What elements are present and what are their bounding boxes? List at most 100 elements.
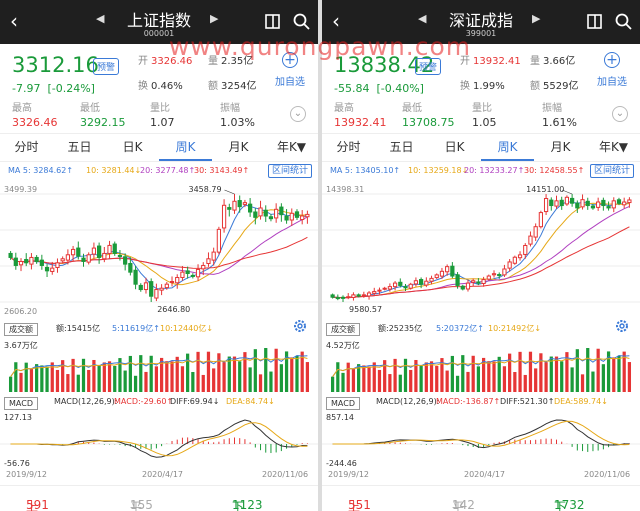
tab-five-day[interactable]: 五日 xyxy=(389,140,414,154)
candle xyxy=(18,260,24,266)
tab-yearly-k[interactable]: 年K▼ xyxy=(598,140,629,154)
volume-bar xyxy=(201,374,205,392)
candle xyxy=(330,294,335,298)
add-watchlist-button[interactable]: + 加自选 xyxy=(275,52,305,88)
next-index-icon[interactable]: ▶ xyxy=(210,12,219,25)
settings-gear-icon[interactable] xyxy=(292,318,308,334)
candle xyxy=(248,203,253,213)
tab-yearly-k[interactable]: 年K▼ xyxy=(276,140,307,154)
tab-intraday[interactable]: 分时 xyxy=(14,140,39,154)
volume-chart[interactable]: 4.52万亿 xyxy=(322,336,640,394)
header-bar: ‹ ◀ 上证指数 ▶ 000001 xyxy=(0,0,318,44)
volume-indicator-select[interactable]: 成交额 xyxy=(4,323,38,336)
volume-bar xyxy=(87,369,91,392)
volume: 量 2.35亿 xyxy=(208,56,254,67)
volume-bar xyxy=(123,370,127,392)
tab-monthly-k[interactable]: 月K xyxy=(228,140,249,154)
search-icon[interactable] xyxy=(614,12,632,30)
volume-bar xyxy=(133,375,138,392)
prev-index-icon[interactable]: ◀ xyxy=(418,12,427,25)
alert-button[interactable]: 预警 xyxy=(415,58,442,75)
search-icon[interactable] xyxy=(292,12,310,30)
volume-bar xyxy=(279,364,283,392)
diff-line xyxy=(332,419,630,449)
volume-bar xyxy=(71,358,75,392)
candle xyxy=(253,211,258,218)
candle xyxy=(227,207,232,210)
volume-bar xyxy=(466,371,470,392)
macd-indicator-select[interactable]: MACD xyxy=(4,397,38,410)
tab-daily-k[interactable]: 日K xyxy=(122,140,143,154)
volume-bar xyxy=(414,359,418,392)
volume-bar xyxy=(14,362,18,392)
next-index-icon[interactable]: ▶ xyxy=(532,12,541,25)
macd-chart[interactable]: 857.14 -244.46 xyxy=(322,410,640,468)
candle xyxy=(232,200,237,211)
tab-monthly-k[interactable]: 月K xyxy=(550,140,571,154)
tab-weekly-k[interactable]: 周K xyxy=(481,134,534,161)
chevron-down-icon[interactable]: ⌄ xyxy=(612,106,628,122)
volume-bar xyxy=(139,355,143,392)
alert-button[interactable]: 预警 xyxy=(93,58,120,75)
macd-chart[interactable]: 127.13 -56.76 xyxy=(0,410,318,468)
candle xyxy=(305,213,310,218)
candle xyxy=(481,279,486,284)
volume-ma-line xyxy=(332,356,630,377)
index-code: 399001 xyxy=(465,29,497,38)
dea-line xyxy=(10,422,308,457)
last-price: 3312.16 xyxy=(12,53,99,77)
settings-gear-icon[interactable] xyxy=(614,318,630,334)
volume-bar xyxy=(492,361,496,392)
kline-chart[interactable]: 14398.31 14151.00 9580.57 xyxy=(322,180,640,320)
add-watchlist-button[interactable]: + 加自选 xyxy=(597,52,627,88)
macd-indicator-select[interactable]: MACD xyxy=(326,397,360,410)
range-stats-button[interactable]: 区间统计 xyxy=(589,164,634,178)
volume-chart[interactable]: 3.67万亿 xyxy=(0,336,318,394)
volume-bar xyxy=(367,366,371,392)
volume-bar xyxy=(508,353,512,392)
candle xyxy=(164,283,169,289)
volume-bar xyxy=(419,365,423,392)
tab-five-day[interactable]: 五日 xyxy=(67,140,92,154)
volume-bar xyxy=(102,362,106,392)
range-stats-button[interactable]: 区间统计 xyxy=(267,164,312,178)
share-icon[interactable] xyxy=(586,12,604,30)
volume-amount: 额:15415亿 xyxy=(56,324,101,333)
prev-index-icon[interactable]: ◀ xyxy=(96,12,105,25)
volume-header: 成交额 额:25235亿 5:20372亿↑ 10:21492亿↓ xyxy=(322,320,640,336)
volume-bar xyxy=(107,361,112,392)
peak-label: 3458.79 xyxy=(189,185,222,194)
candle xyxy=(65,254,70,261)
candle xyxy=(279,206,284,216)
candle xyxy=(439,270,445,277)
candle xyxy=(195,268,201,278)
amplitude-cell: 振幅 1.61% xyxy=(542,103,577,129)
back-icon[interactable]: ‹ xyxy=(332,9,340,33)
chevron-down-icon[interactable]: ⌄ xyxy=(290,106,306,122)
volume-bar xyxy=(357,364,361,392)
candle xyxy=(502,268,507,276)
candle xyxy=(564,196,570,205)
candle xyxy=(543,197,549,213)
volume-bar xyxy=(554,356,559,392)
volume-bar xyxy=(191,372,195,392)
volume-ma-line xyxy=(10,356,308,377)
kline-chart[interactable]: 3499.39 2606.20 3458.79 2646.80 xyxy=(0,180,318,320)
tab-daily-k[interactable]: 日K xyxy=(444,140,465,154)
candle xyxy=(34,256,39,262)
panel-left: ‹ ◀ 上证指数 ▶ 000001 3312.16 预警 -7.97 [-0.2… xyxy=(0,0,318,511)
back-icon[interactable]: ‹ xyxy=(10,9,18,33)
candle xyxy=(377,289,382,292)
tab-intraday[interactable]: 分时 xyxy=(336,140,361,154)
ma-legend: MA 5: 3284.62↑ 10: 3281.44↓ 20: 3277.48↑… xyxy=(0,162,318,180)
ma30-label: 30: 12458.55↑ xyxy=(524,166,585,175)
volume-bar xyxy=(627,362,632,392)
volume-indicator-select[interactable]: 成交额 xyxy=(326,323,360,336)
volume-bar xyxy=(206,351,211,392)
tab-weekly-k[interactable]: 周K xyxy=(159,134,212,161)
volume-bar xyxy=(476,366,481,392)
ma20-label: 20: 13233.27↑ xyxy=(464,166,525,175)
volume-bar xyxy=(513,372,517,392)
candle xyxy=(216,228,221,253)
share-icon[interactable] xyxy=(264,12,282,30)
